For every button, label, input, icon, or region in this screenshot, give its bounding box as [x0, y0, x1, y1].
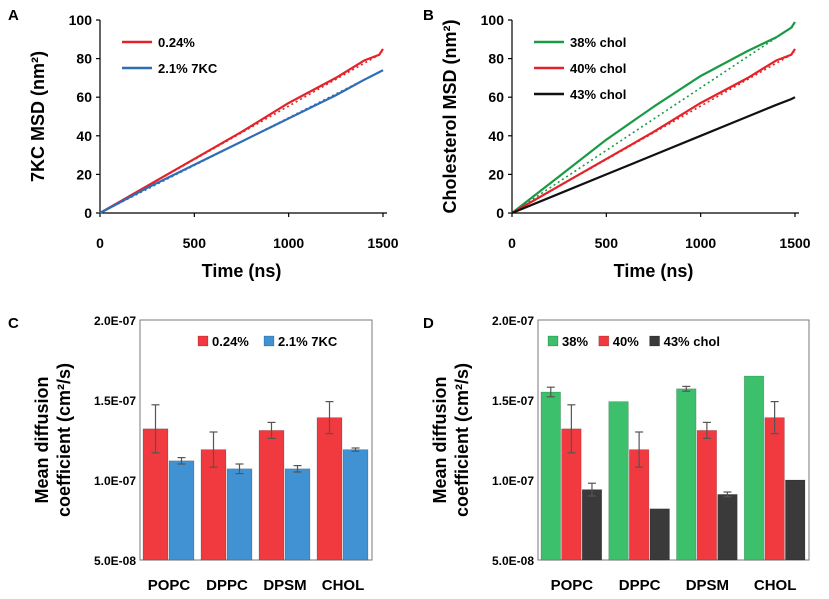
y-tick-label: 1.5E-07 [492, 394, 534, 408]
plot-frame [537, 319, 810, 561]
x-tick-label: 0 [508, 235, 516, 251]
bar-popc-3 [581, 489, 603, 561]
legend-swatch [598, 335, 610, 347]
y-axis-title: Cholesterol MSD (nm²) [440, 19, 460, 213]
y-tick-label: 1.5E-07 [94, 394, 136, 408]
legend-label: 40% chol [570, 61, 626, 76]
bar-dpsm-1 [258, 430, 285, 561]
bar-popc-1 [540, 391, 561, 561]
bar-dpsm-3 [717, 494, 738, 561]
panel-letter: D [423, 315, 434, 332]
bar-popc-2 [168, 460, 195, 561]
panel-c: C 5.0E-08 1.0E-07 1.5E-07 2.0E-07 Mean diffus… [8, 314, 373, 594]
y-axis-title-line1: Mean diffusion [32, 377, 52, 504]
legend-label: 40% [613, 334, 639, 349]
y-tick-label: 2.0E-07 [94, 314, 136, 328]
x-axis-title: Time (ns) [614, 261, 694, 281]
bar-chol-1 [743, 375, 765, 561]
panel-letter: C [8, 315, 19, 332]
y-tick-label: 40 [76, 128, 92, 144]
y-tick-label: 60 [488, 89, 504, 105]
y-tick-label: 0 [496, 205, 504, 221]
series-line-2 [99, 69, 384, 214]
y-tick-label: 40 [488, 128, 504, 144]
series-line-3 [511, 96, 796, 215]
x-axis-title: Time (ns) [202, 261, 282, 281]
series-line-2 [511, 48, 796, 214]
y-tick-label: 1.0E-07 [94, 474, 136, 488]
category-label: CHOL [322, 577, 365, 594]
y-tick-label: 5.0E-08 [492, 554, 534, 568]
y-tick-label: 80 [488, 51, 504, 67]
legend-label: 0.24% [158, 35, 195, 50]
series-fit-2 [511, 51, 796, 214]
legend-swatch [197, 335, 209, 347]
y-tick-label: 100 [69, 12, 93, 28]
y-axis-title-line1: Mean diffusion [430, 377, 450, 504]
legend-swatch [263, 335, 275, 347]
legend-label: 0.24% [212, 334, 249, 349]
legend-swatch [649, 335, 660, 347]
y-tick-label: 2.0E-07 [492, 314, 534, 328]
bar-chol-1 [316, 417, 343, 561]
legend-swatch [547, 335, 559, 347]
x-tick-label: 1000 [685, 235, 716, 251]
y-tick-label: 5.0E-08 [94, 554, 136, 568]
category-label: DPPC [206, 577, 248, 594]
legend-label: 38% chol [570, 35, 626, 50]
bar-dppc-2 [226, 468, 253, 561]
plot-frame [139, 319, 373, 561]
series-line-1 [511, 21, 796, 214]
bar-chol-3 [785, 479, 806, 561]
panel-letter: A [8, 7, 19, 24]
series-line-1 [99, 48, 384, 214]
x-tick-label: 500 [183, 235, 207, 251]
legend-label: 43% chol [664, 334, 720, 349]
category-label: POPC [551, 577, 594, 594]
bar-dpsm-1 [676, 388, 697, 561]
y-tick-label: 20 [76, 166, 92, 182]
x-tick-label: 1500 [367, 235, 398, 251]
series-fit-1 [99, 51, 384, 214]
y-tick-label: 80 [76, 51, 92, 67]
y-tick-label: 1.0E-07 [492, 474, 534, 488]
category-label: POPC [148, 577, 191, 594]
bar-dpsm-2 [284, 468, 311, 561]
x-tick-label: 1500 [779, 235, 810, 251]
y-axis-title-line2: coefficient (cm²/s) [452, 363, 472, 517]
bar-dppc-1 [608, 401, 629, 561]
bar-chol-2 [342, 449, 369, 561]
y-tick-label: 60 [76, 89, 92, 105]
y-tick-label: 100 [481, 12, 505, 28]
legend-label: 43% chol [570, 87, 626, 102]
category-label: DPPC [619, 577, 661, 594]
x-tick-label: 0 [96, 235, 104, 251]
x-tick-label: 500 [595, 235, 619, 251]
bar-dppc-3 [649, 508, 670, 561]
legend-label: 2.1% 7KC [278, 334, 338, 349]
series-fit-1 [511, 24, 796, 214]
x-tick-label: 1000 [273, 235, 304, 251]
category-label: DPSM [686, 577, 729, 594]
legend-label: 38% [562, 334, 588, 349]
y-axis-title-line2: coefficient (cm²/s) [54, 363, 74, 517]
bar-chol-2 [764, 417, 785, 561]
category-label: DPSM [263, 577, 306, 594]
y-axis-title: 7KC MSD (nm²) [28, 51, 48, 182]
panel-d: D 5.0E-08 1.0E-07 1.5E-07 2.0E-07 Mean diffus… [423, 314, 810, 594]
bar-dppc-1 [200, 449, 227, 561]
category-label: CHOL [754, 577, 797, 594]
legend-label: 2.1% 7KC [158, 61, 218, 76]
bar-dpsm-2 [696, 430, 717, 561]
y-tick-label: 20 [488, 166, 504, 182]
y-tick-label: 0 [84, 205, 92, 221]
panel-letter: B [423, 7, 434, 24]
